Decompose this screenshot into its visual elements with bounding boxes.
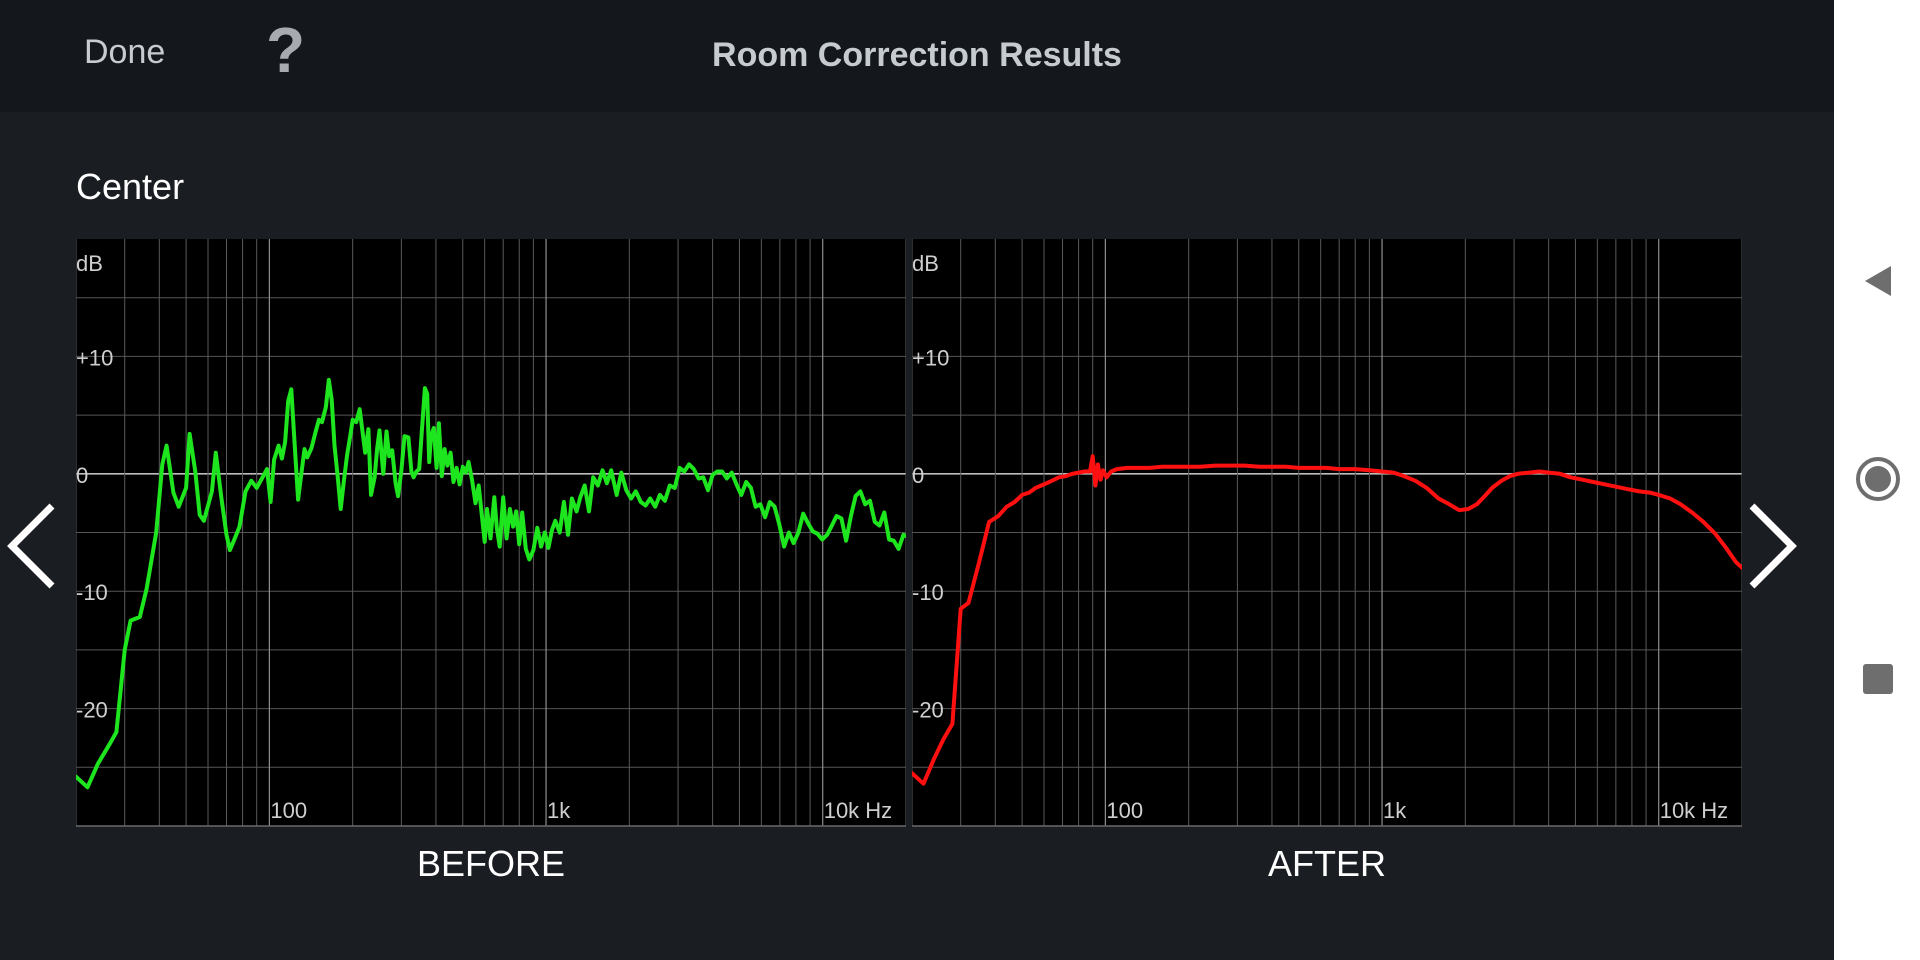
app-screen: Done ? Room Correction Results Center dB… xyxy=(0,0,1834,884)
y-axis-label: dB xyxy=(912,251,939,276)
help-button[interactable]: ? xyxy=(266,14,306,86)
after-chart: dB +10 0 -10 -20 100 1k 10k Hz AFTER xyxy=(912,239,1742,884)
x-tick-label: 100 xyxy=(270,798,307,823)
top-bar: Done ? Room Correction Results xyxy=(0,0,1834,112)
x-tick-label: 1k xyxy=(1383,798,1407,823)
back-button[interactable] xyxy=(1851,254,1905,308)
after-chart-title: AFTER xyxy=(1267,843,1386,884)
channel-name: Center xyxy=(76,166,185,207)
x-tick-label: 10k Hz xyxy=(1660,798,1728,823)
y-tick-label: +10 xyxy=(76,345,113,370)
before-chart-title: BEFORE xyxy=(416,843,566,884)
before-chart-plot: dB +10 0 -10 -20 100 1k 10k Hz xyxy=(76,239,906,827)
x-tick-label: 100 xyxy=(1106,798,1143,823)
chevron-left-icon xyxy=(7,503,55,589)
y-tick-label: -20 xyxy=(912,698,944,723)
circle-home-icon xyxy=(1856,457,1900,501)
system-navigation-bar xyxy=(1834,0,1920,960)
response-curve xyxy=(76,377,906,790)
response-curve xyxy=(912,454,1742,786)
y-tick-label: +10 xyxy=(912,345,949,370)
previous-channel-button[interactable] xyxy=(2,498,66,594)
chevron-right-icon xyxy=(1749,503,1797,589)
y-tick-label: -10 xyxy=(912,580,944,605)
y-tick-label: -20 xyxy=(76,698,108,723)
recents-button[interactable] xyxy=(1851,652,1905,706)
triangle-back-icon xyxy=(1865,266,1891,296)
x-tick-label: 1k xyxy=(547,798,571,823)
y-axis-label: dB xyxy=(76,251,103,276)
after-chart-plot: dB +10 0 -10 -20 100 1k 10k Hz xyxy=(912,239,1742,827)
y-tick-label: -10 xyxy=(76,580,108,605)
square-recents-icon xyxy=(1863,664,1893,694)
page-title: Room Correction Results xyxy=(712,36,1122,74)
done-button[interactable]: Done xyxy=(84,33,166,71)
home-button[interactable] xyxy=(1851,452,1905,506)
y-tick-label: 0 xyxy=(76,463,88,488)
before-chart: dB +10 0 -10 -20 100 1k 10k Hz BEFORE xyxy=(76,239,906,884)
next-channel-button[interactable] xyxy=(1740,498,1804,594)
x-tick-label: 10k Hz xyxy=(824,798,892,823)
y-tick-label: 0 xyxy=(912,463,924,488)
